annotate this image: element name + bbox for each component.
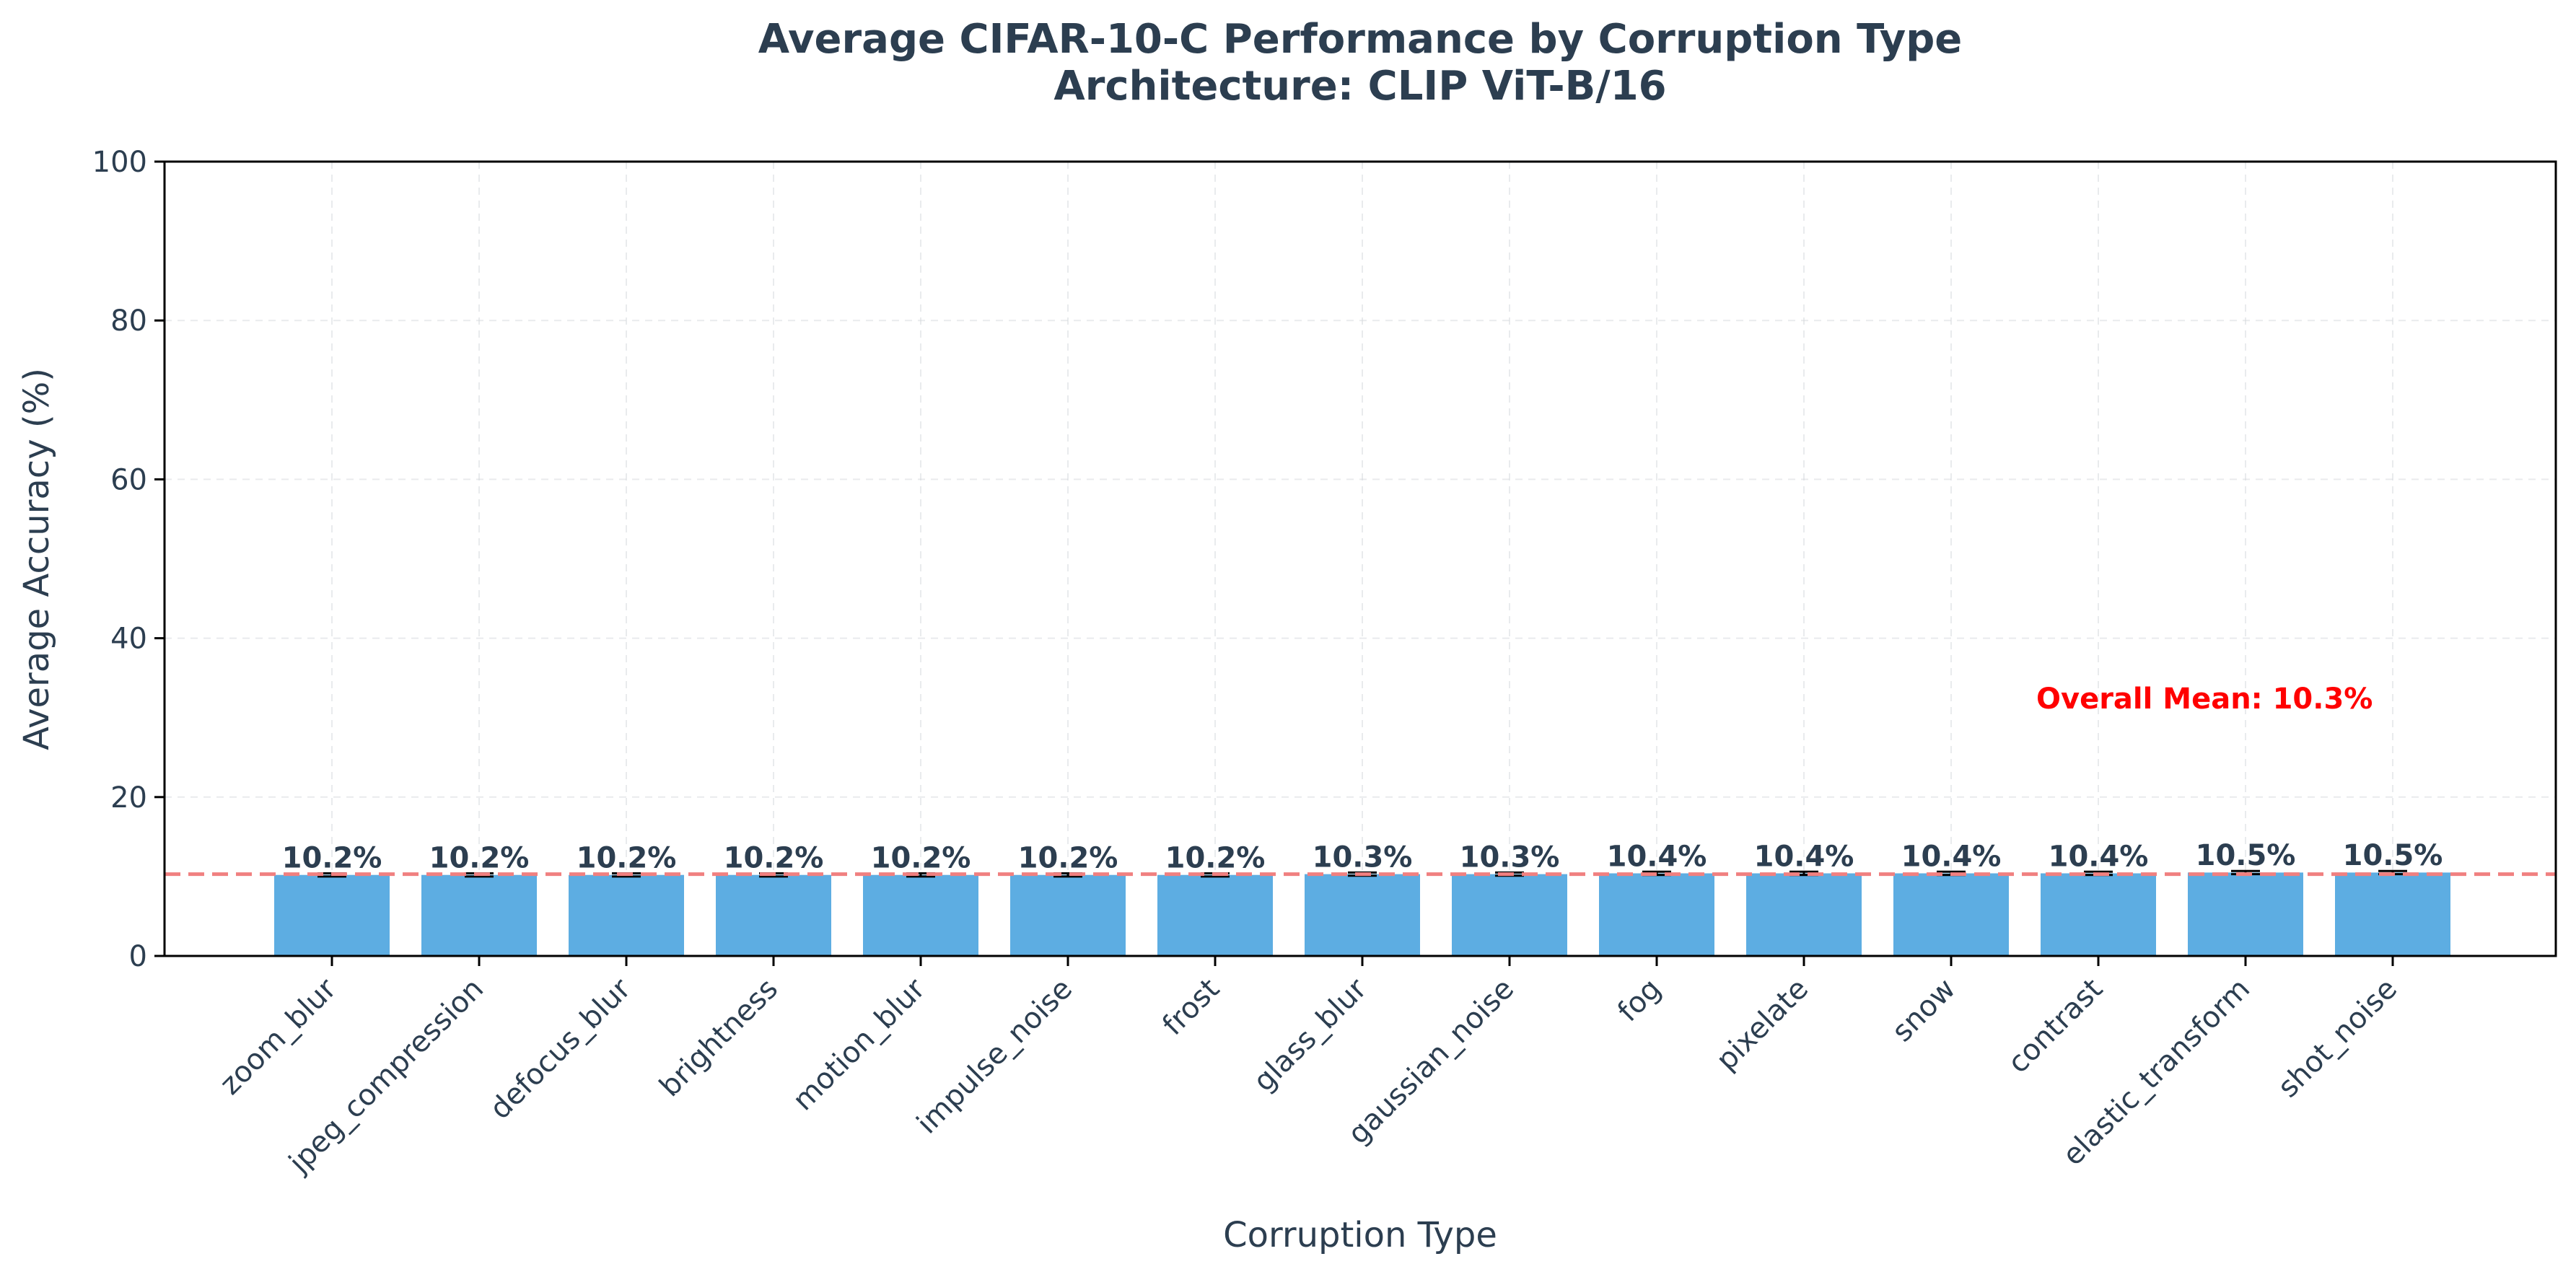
x-tick-label: impulse_noise: [911, 973, 1079, 1141]
bar: [863, 874, 978, 956]
x-tick-label: defocus_blur: [483, 972, 637, 1125]
value-label: 10.2%: [429, 841, 530, 874]
value-label: 10.2%: [282, 841, 382, 874]
overall-mean-label: Overall Mean: 10.3%: [2036, 683, 2373, 716]
y-tick-label: 40: [110, 623, 147, 656]
bar: [2335, 872, 2450, 956]
x-tick-label: contrast: [2002, 973, 2109, 1080]
bar: [2041, 873, 2156, 956]
x-tick-label: snow: [1885, 973, 1962, 1049]
value-label: 10.4%: [1901, 840, 2002, 873]
bar: [1599, 873, 1714, 956]
value-label: 10.2%: [577, 841, 677, 874]
x-tick-label: fog: [1611, 973, 1668, 1029]
x-tick-label: zoom_blur: [214, 972, 343, 1101]
bar: [1010, 874, 1126, 956]
bar: [716, 874, 831, 956]
value-labels-layer: 10.2% 10.2% 10.2% 10.2% 10.2% 10.2% 10.2% 10.3%…: [282, 839, 2443, 874]
value-label: 10.3%: [1313, 841, 1413, 874]
bar: [1452, 874, 1567, 956]
bar: [1305, 874, 1420, 956]
bar: [274, 874, 390, 956]
value-label: 10.4%: [2049, 840, 2149, 873]
bar: [421, 874, 537, 956]
y-axis-label: Average Accuracy (%): [17, 368, 57, 750]
x-tick-label: frost: [1156, 973, 1226, 1043]
y-tick-label: 20: [110, 781, 147, 815]
bar: [1746, 873, 1862, 956]
bar: [1893, 873, 2009, 956]
value-label: 10.5%: [2196, 839, 2296, 872]
x-tick-label: motion_blur: [787, 972, 932, 1117]
x-tick-label: brightness: [653, 973, 784, 1104]
bar: [1157, 874, 1273, 956]
plot-frame: [163, 160, 2557, 957]
bar: [2188, 872, 2303, 956]
grid-layer: [165, 161, 2556, 957]
x-axis-label: Corruption Type: [1223, 1215, 1497, 1255]
value-label: 10.4%: [1754, 840, 1854, 873]
x-tick-label: pixelate: [1710, 973, 1815, 1077]
value-label: 10.2%: [1018, 841, 1118, 874]
value-label: 10.2%: [1165, 841, 1266, 874]
y-axis: 0 20 40 60 80 100: [92, 146, 165, 973]
value-label: 10.3%: [1460, 841, 1560, 874]
value-label: 10.5%: [2343, 839, 2443, 872]
x-tick-label: shot_noise: [2271, 973, 2404, 1105]
chart-subtitle: Architecture: CLIP ViT-B/16: [1053, 63, 1666, 110]
bar: [569, 874, 684, 956]
bars-layer: [274, 872, 2450, 956]
y-tick-label: 60: [110, 463, 147, 496]
value-label: 10.2%: [724, 841, 824, 874]
y-tick-label: 100: [92, 146, 147, 179]
x-tick-label: glass_blur: [1247, 972, 1373, 1098]
y-tick-label: 0: [129, 940, 147, 973]
chart-title: Average CIFAR-10-C Performance by Corrup…: [758, 16, 1963, 63]
value-label: 10.2%: [871, 841, 971, 874]
value-label: 10.4%: [1607, 840, 1707, 873]
y-tick-label: 80: [110, 304, 147, 338]
